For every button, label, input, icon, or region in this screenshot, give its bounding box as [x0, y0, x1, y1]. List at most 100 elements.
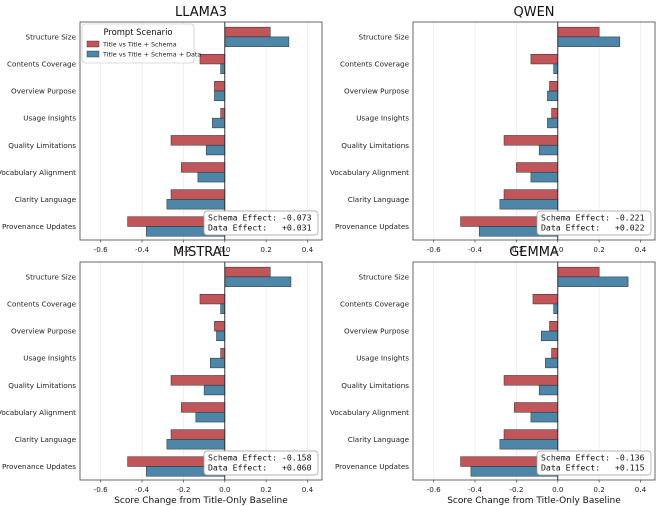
- bar-schema: [503, 189, 559, 200]
- category-label: Vocabulary Alignment: [330, 168, 409, 177]
- annotation-box: [203, 210, 319, 236]
- x-tick-label: -0.6: [427, 245, 441, 254]
- x-tick-label: 0.4: [635, 485, 647, 494]
- category-label: Provenance Updates: [2, 462, 76, 471]
- category-label: Structure Size: [359, 272, 410, 281]
- x-tick-label: -0.4: [468, 485, 482, 494]
- panel-gemma: GEMMA Structure Size Contents Coverage Over…: [330, 245, 656, 506]
- bar-schema-data: [166, 439, 226, 450]
- bar-schema: [516, 162, 559, 173]
- bar-schema: [220, 348, 226, 359]
- annotation-box: [536, 210, 652, 236]
- x-tick-label: -0.4: [135, 245, 149, 254]
- bar-schema: [503, 429, 559, 440]
- bar-schema: [214, 81, 226, 92]
- bar-schema: [170, 189, 226, 200]
- bar-schema: [530, 53, 559, 65]
- bar-schema-data: [197, 172, 226, 183]
- category-label: Usage Insights: [356, 354, 409, 363]
- category-label: Quality Limitations: [8, 141, 76, 150]
- category-label: Structure Size: [26, 272, 77, 281]
- bar-schema: [549, 81, 559, 92]
- bar-schema: [532, 293, 559, 305]
- data-effect-text: Data Effect: +0.115: [541, 463, 645, 473]
- schema-effect-text: Schema Effect: -0.136: [541, 453, 645, 463]
- panel-llama3: LLAMA3 Structure Size Contents Coverage Ove…: [0, 5, 323, 254]
- bar-schema-data: [530, 172, 559, 183]
- x-tick-label: 0.4: [302, 485, 314, 494]
- bar-schema-data: [545, 357, 559, 369]
- bar-schema: [503, 135, 559, 146]
- legend-label: Title vs Title + Schema + Data: [102, 51, 201, 59]
- category-label: Vocabulary Alignment: [0, 168, 76, 177]
- category-label: Provenance Updates: [2, 222, 76, 231]
- schema-effect-text: Schema Effect: -0.073: [208, 213, 312, 223]
- category-label: Quality Limitations: [341, 141, 409, 150]
- category-label: Structure Size: [359, 32, 410, 41]
- legend-title: Prompt Scenario: [103, 27, 172, 37]
- x-tick-label: -0.2: [509, 485, 523, 494]
- bar-schema-data: [540, 330, 559, 342]
- annotation-box: [536, 450, 652, 476]
- x-tick-label: 0.2: [593, 245, 604, 254]
- bar-schema-data: [220, 63, 226, 74]
- panel-qwen: QWEN Structure Size Contents Coverage Overv…: [330, 5, 656, 254]
- bar-schema: [224, 266, 271, 278]
- category-label: Structure Size: [26, 32, 77, 41]
- bar-schema-data: [210, 357, 226, 369]
- bar-schema-data: [553, 303, 559, 314]
- bar-schema-data: [203, 384, 226, 396]
- category-label: Clarity Language: [348, 435, 410, 444]
- bar-schema: [514, 402, 559, 413]
- bar-schema-data: [557, 276, 629, 287]
- bar-schema: [551, 348, 559, 359]
- panel-title: MISTRAL: [173, 245, 230, 260]
- legend: Prompt Scenario Title vs Title + Schema Ti…: [81, 23, 201, 64]
- plot-frame: [79, 21, 323, 241]
- x-axis-label: Score Change from Title-Only Baseline: [114, 496, 288, 506]
- category-label: Overview Purpose: [344, 327, 410, 336]
- x-tick-label: 0.0: [219, 245, 231, 254]
- bar-schema: [199, 53, 226, 65]
- category-label: Vocabulary Alignment: [330, 408, 409, 417]
- x-tick-label: -0.2: [509, 245, 523, 254]
- bar-schema-data: [538, 384, 559, 396]
- category-label: Provenance Updates: [335, 222, 409, 231]
- panel-title: QWEN: [513, 5, 554, 20]
- category-label: Usage Insights: [23, 354, 76, 363]
- bar-schema-data: [212, 117, 226, 129]
- x-tick-label: -0.4: [468, 245, 482, 254]
- category-label: Usage Insights: [23, 114, 76, 123]
- bar-schema: [551, 108, 559, 119]
- x-tick-label: 0.2: [260, 485, 271, 494]
- legend-swatch: [86, 40, 100, 48]
- x-tick-label: 0.4: [302, 245, 314, 254]
- bar-schema-data: [499, 439, 559, 450]
- plot-frame: [412, 21, 656, 241]
- category-label: Clarity Language: [348, 195, 410, 204]
- category-label: Overview Purpose: [11, 87, 77, 96]
- x-tick-label: -0.4: [135, 485, 149, 494]
- plot-frame: [79, 261, 323, 481]
- bar-schema: [199, 293, 226, 305]
- x-tick-label: 0.4: [635, 245, 647, 254]
- bar-schema-data: [538, 144, 559, 156]
- schema-effect-text: Schema Effect: -0.158: [208, 453, 312, 463]
- plot-frame: [412, 261, 656, 481]
- bar-schema-data: [205, 144, 226, 156]
- bar-schema-data: [220, 303, 226, 314]
- bar-schema-data: [216, 330, 226, 342]
- bar-schema: [181, 162, 226, 173]
- bar-schema-data: [214, 90, 226, 102]
- category-label: Contents Coverage: [340, 60, 410, 69]
- bar-schema: [170, 135, 226, 146]
- bar-schema-data: [224, 276, 292, 287]
- bar-schema: [214, 321, 226, 332]
- category-label: Quality Limitations: [341, 381, 409, 390]
- bar-schema: [557, 266, 600, 278]
- x-tick-label: 0.0: [552, 485, 564, 494]
- category-label: Overview Purpose: [11, 327, 77, 336]
- x-tick-label: 0.0: [219, 485, 231, 494]
- panel-mistral: MISTRAL Structure Size Contents Coverage Ov…: [0, 245, 323, 506]
